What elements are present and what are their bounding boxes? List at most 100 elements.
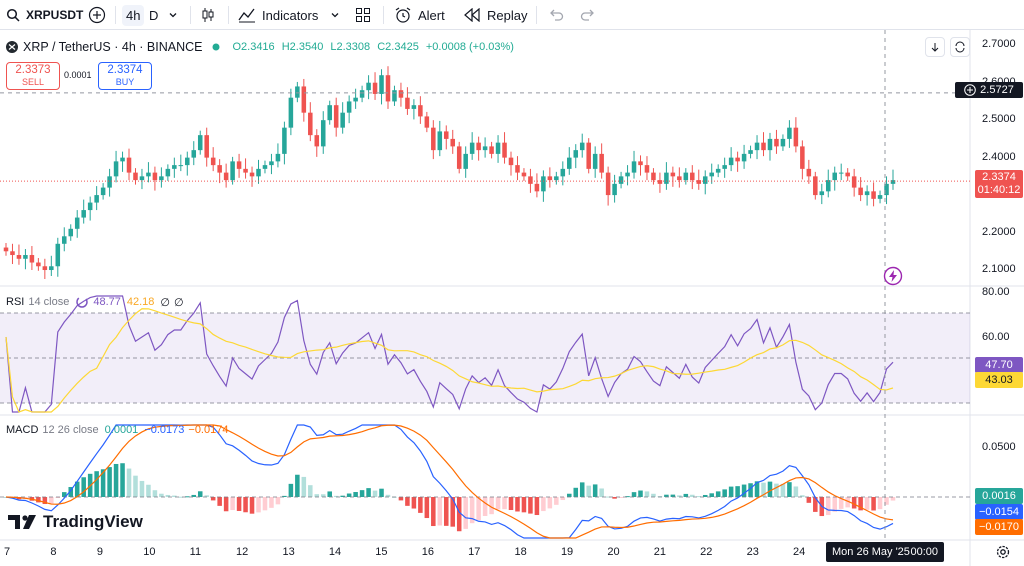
buy-button[interactable]: 2.3374 BUY [98, 62, 152, 90]
rsi-label[interactable]: RSI [6, 296, 25, 308]
macd-hist-bar [443, 497, 449, 526]
candle-body [204, 135, 209, 158]
candle-body [443, 131, 449, 139]
candle-body [813, 176, 818, 196]
candle-body [825, 180, 831, 192]
timeframe-4h[interactable]: 4h [122, 0, 145, 30]
candle-body [165, 168, 171, 177]
macd-hist-bar [431, 497, 436, 527]
macd-hist-bar [690, 494, 695, 497]
macd-hist-bar [825, 497, 831, 516]
candle-body [398, 90, 404, 98]
indicators-dropdown[interactable] [330, 0, 340, 30]
macd-hist-bar [806, 497, 812, 503]
candle-body [295, 86, 300, 98]
candle-body [560, 168, 566, 177]
candle-body [42, 266, 48, 271]
chart-title[interactable]: XRP / TetherUS · 4h · BINANCE [23, 40, 203, 54]
candle-body [431, 127, 436, 151]
plus-circle-icon[interactable] [964, 84, 976, 96]
indicators-button[interactable]: Indicators [238, 0, 318, 30]
macd-hist-bar [359, 490, 365, 497]
macd-hist-bar [353, 492, 358, 497]
macd-hist-bar [269, 497, 274, 508]
macd-hist-bar [715, 491, 721, 497]
macd-label[interactable]: MACD [6, 424, 39, 436]
candle-body [282, 127, 287, 154]
candle-body [223, 172, 229, 181]
scroll-down-button[interactable] [925, 37, 945, 57]
macd-hist-bar [774, 483, 779, 497]
toolbar-divider [228, 6, 229, 24]
crosshair-price-tag: 2.5727 [955, 82, 1023, 98]
date-tick: 9 [96, 546, 103, 558]
macd-hist-bar [625, 496, 630, 498]
layouts-button[interactable] [355, 0, 371, 30]
alert-button[interactable]: Alert [394, 0, 445, 30]
macd-hist-bar [191, 494, 197, 497]
chart-type-button[interactable] [200, 0, 216, 30]
candle-body [819, 191, 825, 196]
macd-hist-bar [735, 486, 740, 497]
replay-button[interactable]: Replay [463, 0, 527, 30]
candle-body [573, 150, 579, 158]
rsi-ma-value: 42.18 [126, 296, 155, 308]
macd-hist-bar [62, 492, 67, 497]
candle-body [333, 105, 339, 128]
sell-button[interactable]: 2.3373 SELL [6, 62, 60, 90]
candle-body [800, 146, 805, 169]
macd-hist-bar [243, 497, 248, 513]
symbol-search[interactable]: XRPUSDT [6, 0, 83, 30]
macd-hist-bar [288, 483, 294, 497]
candle-body [139, 176, 145, 181]
macd-hist-bar [813, 497, 818, 512]
macd-hist-bar [573, 487, 579, 497]
price-tick: 2.1000 [982, 263, 1016, 275]
flash-icon[interactable] [883, 266, 903, 286]
macd-hist-bar [133, 475, 138, 497]
candle-body [152, 172, 158, 181]
compare-button[interactable] [88, 0, 106, 30]
candle-body [366, 82, 371, 91]
candle-body [476, 142, 481, 151]
candle-body [871, 191, 876, 199]
candle-body [62, 236, 67, 244]
macd-hist-bar [185, 496, 190, 498]
candle-body [489, 146, 494, 154]
candle-body [677, 176, 682, 181]
macd-hist-bar [236, 497, 242, 511]
tradingview-logo[interactable]: TradingView [8, 512, 143, 532]
candle-body [521, 172, 527, 177]
auto-scale-button[interactable] [950, 37, 970, 57]
settings-button[interactable] [995, 544, 1011, 565]
candle-body [392, 90, 397, 102]
macd-legend: MACD 12 26 close 0.0001 −0.0173 −0.0174 [6, 424, 228, 436]
spread-value: 0.0001 [64, 70, 92, 80]
macd-hist-bar [437, 497, 443, 526]
macd-hist-bar [346, 493, 352, 497]
macd-hist-bar [651, 493, 656, 497]
tradingview-logo-icon [8, 514, 38, 530]
macd-hist-bar [554, 497, 559, 505]
candle-body [10, 251, 15, 256]
candle-body [858, 187, 863, 196]
candle-body [657, 180, 663, 184]
macd-hist-bar [560, 497, 566, 501]
macd-hist-bar [165, 494, 171, 497]
macd-hist-bar [838, 497, 844, 509]
macd-hist-bar [670, 494, 676, 497]
timeframe-dropdown[interactable] [168, 0, 178, 30]
macd-hist-bar [664, 494, 669, 497]
candle-body [592, 153, 598, 169]
macd-hist-bar [463, 497, 468, 529]
timeframe-d[interactable]: D [149, 0, 158, 30]
candle-body [275, 153, 281, 162]
rsi-value-tag: 47.70 [975, 357, 1023, 373]
undo-button[interactable] [548, 0, 564, 30]
macd-hist-bar [379, 488, 384, 497]
macd-hist-bar [385, 494, 391, 497]
macd-hist-bar [372, 490, 378, 497]
redo-button[interactable] [580, 0, 596, 30]
candle-body [178, 165, 184, 167]
